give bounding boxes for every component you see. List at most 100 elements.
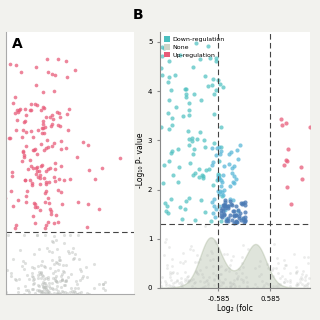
Point: [26, 166, 31, 172]
Point: [233, 220, 238, 225]
Point: [20, 149, 25, 155]
Point: [209, 248, 214, 253]
Point: [164, 283, 169, 288]
Point: [77, 277, 82, 282]
Point: [177, 259, 182, 264]
Point: [217, 204, 222, 209]
Point: [47, 285, 52, 290]
Point: [204, 167, 209, 172]
Point: [165, 203, 170, 208]
Point: [198, 285, 203, 291]
Point: [283, 262, 288, 268]
Point: [294, 264, 299, 269]
Point: [161, 45, 166, 51]
Point: [212, 277, 217, 282]
Point: [218, 279, 223, 284]
Point: [174, 277, 179, 282]
Point: [42, 281, 47, 286]
Point: [41, 147, 46, 152]
Point: [220, 84, 226, 90]
Point: [266, 266, 271, 271]
Point: [229, 201, 234, 206]
Point: [260, 285, 265, 290]
Point: [42, 130, 47, 135]
Point: [17, 276, 22, 281]
Point: [68, 289, 73, 294]
Point: [37, 271, 42, 276]
Point: [38, 108, 43, 113]
Point: [12, 226, 18, 231]
Point: [63, 282, 68, 287]
Point: [230, 253, 236, 259]
Point: [195, 271, 200, 276]
Point: [232, 180, 237, 185]
Point: [300, 271, 305, 276]
Point: [40, 125, 45, 131]
Point: [275, 255, 280, 260]
Point: [230, 281, 236, 286]
Point: [164, 263, 169, 268]
Point: [299, 275, 304, 280]
Point: [198, 129, 203, 134]
Point: [227, 279, 232, 284]
Point: [170, 280, 175, 285]
Point: [236, 214, 241, 219]
Point: [159, 44, 164, 50]
Point: [20, 134, 25, 140]
Point: [42, 291, 47, 296]
Point: [163, 240, 168, 245]
Point: [42, 265, 47, 270]
Point: [63, 278, 68, 283]
Point: [72, 68, 77, 73]
Point: [240, 265, 245, 270]
X-axis label: Log₂ (folc: Log₂ (folc: [217, 304, 253, 313]
Point: [186, 112, 191, 117]
Point: [275, 270, 280, 276]
Point: [299, 176, 304, 181]
Point: [28, 107, 33, 112]
Point: [54, 279, 60, 284]
Point: [256, 263, 261, 268]
Point: [211, 276, 216, 281]
Point: [48, 206, 53, 211]
Point: [31, 134, 36, 139]
Point: [227, 212, 232, 217]
Point: [84, 290, 89, 295]
Point: [170, 270, 175, 275]
Point: [209, 251, 214, 256]
Point: [72, 290, 77, 295]
Point: [232, 164, 237, 169]
Point: [58, 139, 63, 144]
Point: [92, 262, 97, 267]
Point: [54, 290, 59, 295]
Point: [227, 162, 232, 167]
Point: [24, 113, 29, 118]
Point: [233, 219, 238, 224]
Point: [166, 110, 171, 115]
Point: [72, 286, 77, 291]
Point: [240, 277, 245, 282]
Point: [47, 165, 52, 170]
Point: [170, 270, 175, 275]
Point: [235, 220, 240, 225]
Point: [177, 281, 182, 286]
Point: [220, 193, 226, 198]
Point: [101, 282, 106, 287]
Point: [78, 268, 84, 274]
Point: [17, 108, 22, 113]
Point: [210, 211, 215, 216]
Point: [283, 157, 288, 163]
Point: [169, 150, 174, 156]
Point: [191, 92, 196, 97]
Point: [56, 292, 61, 297]
Point: [42, 106, 47, 111]
Point: [57, 262, 62, 267]
Point: [231, 212, 236, 218]
Point: [68, 272, 73, 277]
Point: [35, 272, 40, 277]
Point: [65, 290, 70, 295]
Point: [221, 209, 226, 214]
Point: [182, 279, 188, 284]
Point: [243, 215, 248, 220]
Point: [211, 159, 216, 164]
